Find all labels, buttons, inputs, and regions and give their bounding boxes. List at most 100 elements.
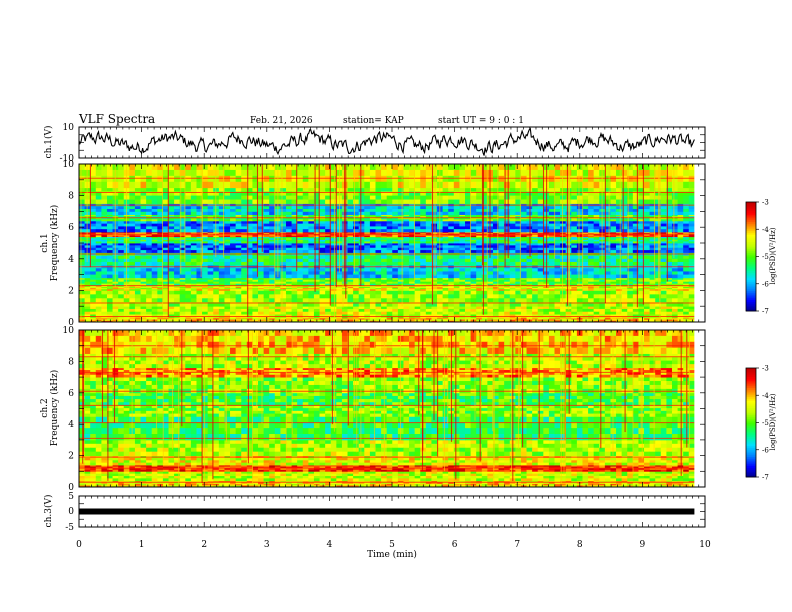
spectrogram-cell: [414, 319, 421, 322]
spectrogram-cell: [688, 271, 695, 275]
spectrogram-cell: [397, 236, 404, 239]
spectrogram-cell: [369, 239, 376, 242]
spectrogram-cell: [543, 308, 550, 313]
spectrogram-cell: [397, 308, 404, 313]
spectrogram-cell: [554, 258, 561, 263]
spectrogram-cell: [101, 306, 108, 310]
spectrogram-cell: [258, 290, 264, 295]
spectrogram-cell: [414, 235, 421, 238]
spectrogram-cell: [649, 241, 656, 244]
ch1-ytick-bottom: -10: [60, 154, 75, 164]
spectrogram-cell: [627, 298, 634, 303]
spectrogram-cell: [565, 319, 572, 322]
spectrogram-cell: [621, 289, 628, 291]
spectrogram-cell: [252, 281, 259, 285]
spectrogram-cell: [632, 306, 639, 310]
spectrogram-cell: [162, 318, 169, 321]
spectrogram-cell: [84, 250, 91, 253]
spectrogram-cell: [627, 279, 634, 283]
spectrogram-cell: [190, 319, 197, 322]
spectrogram-cell: [280, 294, 287, 299]
spectrogram-cell: [285, 281, 292, 285]
spectrogram-cell: [151, 279, 158, 283]
spectrogram-cell: [319, 277, 326, 281]
spectrogram-cell: [420, 294, 427, 299]
spectrogram-cell: [168, 236, 175, 239]
spectrogram-cell: [358, 294, 365, 299]
spectrogram-cell: [235, 277, 242, 281]
spectrogram-cell: [330, 271, 337, 275]
spectrogram-cell: [190, 239, 197, 242]
spectrogram-cell: [492, 261, 499, 266]
spectrogram-cell: [381, 223, 388, 227]
spectrogram-cell: [341, 294, 348, 299]
spectrogram-cell: [129, 250, 136, 253]
spectrogram-cell: [548, 306, 555, 310]
spectrogram-cell: [515, 302, 522, 307]
spectrogram-cell: [588, 317, 595, 319]
spectrogram-cell: [202, 294, 209, 299]
spectrogram-cell: [291, 229, 298, 233]
spectrogram-cell: [403, 239, 410, 242]
spectrogram-cell: [358, 255, 365, 260]
spectrogram-cell: [364, 308, 371, 313]
spectrogram-cell: [285, 302, 292, 307]
spectrogram-cell: [381, 226, 388, 230]
spectrogram-cell: [588, 285, 595, 288]
spectrogram-cell: [325, 235, 332, 238]
spectrogram-cell: [79, 261, 85, 266]
spectrogram-cell: [610, 294, 617, 299]
spectrogram-cell: [118, 302, 125, 307]
spectrogram-cell: [174, 223, 181, 227]
spectrogram-cell: [269, 317, 276, 319]
spectrogram-cell: [375, 243, 382, 246]
spectrogram-cell: [671, 220, 678, 225]
spectrogram-cell: [285, 318, 292, 321]
spectrogram-cell: [576, 238, 583, 241]
spectrogram-cell: [548, 298, 555, 303]
spectrogram-cell: [548, 238, 555, 241]
spectrogram-cell: [431, 238, 438, 241]
spectrogram-cell: [414, 250, 421, 253]
spectrogram-cell: [336, 290, 343, 295]
spectrogram-cell: [515, 274, 522, 279]
spectrogram-cell: [487, 281, 494, 285]
spectrogram-cell: [560, 306, 567, 310]
spectrogram-cell: [660, 302, 667, 307]
spectrogram-cell: [548, 311, 555, 315]
spectrogram-cell: [319, 250, 326, 253]
spectrogram-cell: [409, 234, 416, 236]
spectrogram-cell: [358, 220, 365, 225]
spectrogram-cell: [218, 235, 225, 238]
spectrogram-cell: [285, 274, 292, 279]
spectrogram-cell: [616, 250, 623, 253]
spectrogram-cell: [263, 236, 270, 239]
spectrogram-cell: [683, 261, 690, 266]
spectrogram-cell: [129, 268, 136, 272]
spectrogram-cell: [638, 289, 645, 291]
spectrogram-cell: [381, 279, 388, 283]
spectrogram-cell: [369, 283, 376, 287]
spectrogram-cell: [520, 239, 527, 242]
spectrogram-cell: [409, 286, 416, 289]
spectrogram-cell: [465, 285, 471, 288]
spectrogram-cell: [588, 283, 595, 287]
spectrogram-cell: [179, 319, 186, 322]
spectrogram-cell: [604, 255, 611, 260]
spectrogram-cell: [269, 289, 276, 291]
spectrogram-cell: [397, 223, 404, 227]
spectrogram-cell: [437, 289, 444, 291]
spectrogram-cell: [224, 238, 231, 241]
spectrogram-cell: [230, 286, 237, 289]
spectrogram-cell: [174, 226, 181, 230]
spectrogram-cell: [492, 288, 499, 290]
spectrogram-cell: [425, 281, 432, 285]
spectrogram-cell: [140, 318, 147, 321]
spectrogram-cell: [118, 238, 125, 241]
spectrogram-cell: [677, 226, 684, 230]
spectrogram-cell: [252, 306, 259, 310]
spectrogram-cell: [632, 311, 639, 315]
spectrogram-cell: [381, 238, 388, 241]
spectrogram-cell: [375, 306, 382, 310]
spectrogram-cell: [437, 298, 444, 303]
